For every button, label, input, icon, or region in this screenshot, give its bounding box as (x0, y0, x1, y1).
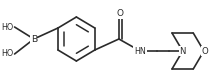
Text: O: O (116, 10, 123, 18)
Text: B: B (31, 34, 37, 44)
Text: N: N (180, 46, 186, 56)
Text: HO: HO (1, 50, 14, 58)
Text: O: O (201, 46, 208, 56)
Text: HO: HO (1, 22, 14, 32)
Text: HN: HN (134, 46, 146, 56)
